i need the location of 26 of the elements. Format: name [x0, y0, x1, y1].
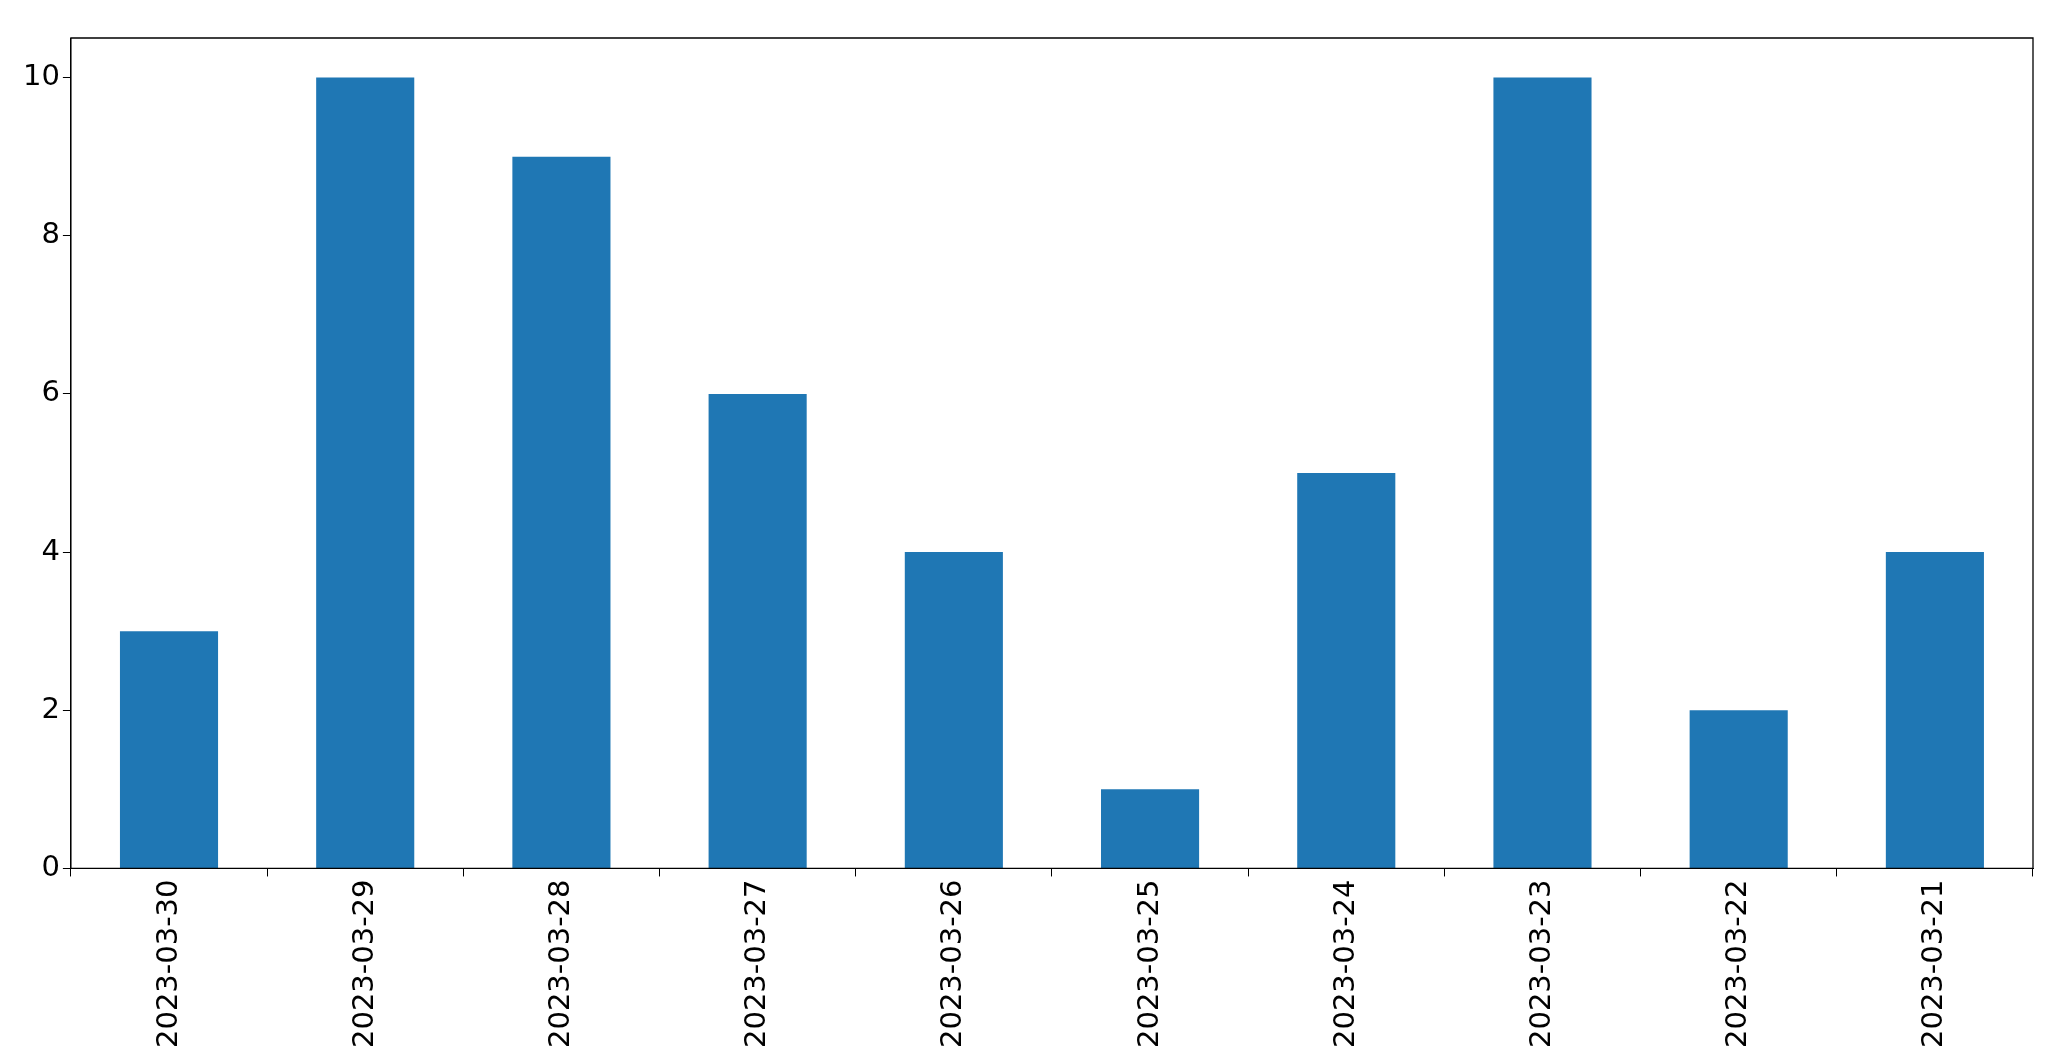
bar [708, 393, 807, 868]
bar [904, 552, 1003, 868]
x-tick-label: 2023-03-28 [541, 879, 576, 1049]
bar [119, 631, 219, 868]
x-tick-label: 2023-03-24 [1326, 879, 1361, 1049]
bar [316, 77, 415, 868]
bar [1297, 473, 1396, 868]
x-tick-label: 2023-03-23 [1523, 879, 1558, 1049]
bar [1689, 710, 1788, 868]
y-tick-label: 6 [41, 374, 60, 409]
y-tick-label: 0 [41, 849, 60, 883]
y-tick-label: 10 [23, 58, 60, 93]
x-tick-label: 2023-03-22 [1719, 879, 1754, 1049]
x-tick-label: 2023-03-29 [345, 879, 380, 1049]
y-tick-label: 2 [41, 690, 60, 725]
x-tick-label: 2023-03-21 [1915, 879, 1950, 1049]
bar [512, 156, 611, 868]
x-tick-label: 2023-03-25 [1130, 879, 1165, 1049]
y-tick-label: 4 [41, 532, 60, 567]
x-tick-label: 2023-03-30 [149, 879, 184, 1049]
bar [1885, 552, 1984, 868]
bar [1101, 789, 1200, 868]
y-tick-label: 8 [41, 216, 60, 251]
bar [1493, 77, 1592, 868]
x-tick-label: 2023-03-27 [738, 879, 773, 1049]
x-tick-label: 2023-03-26 [934, 879, 969, 1049]
